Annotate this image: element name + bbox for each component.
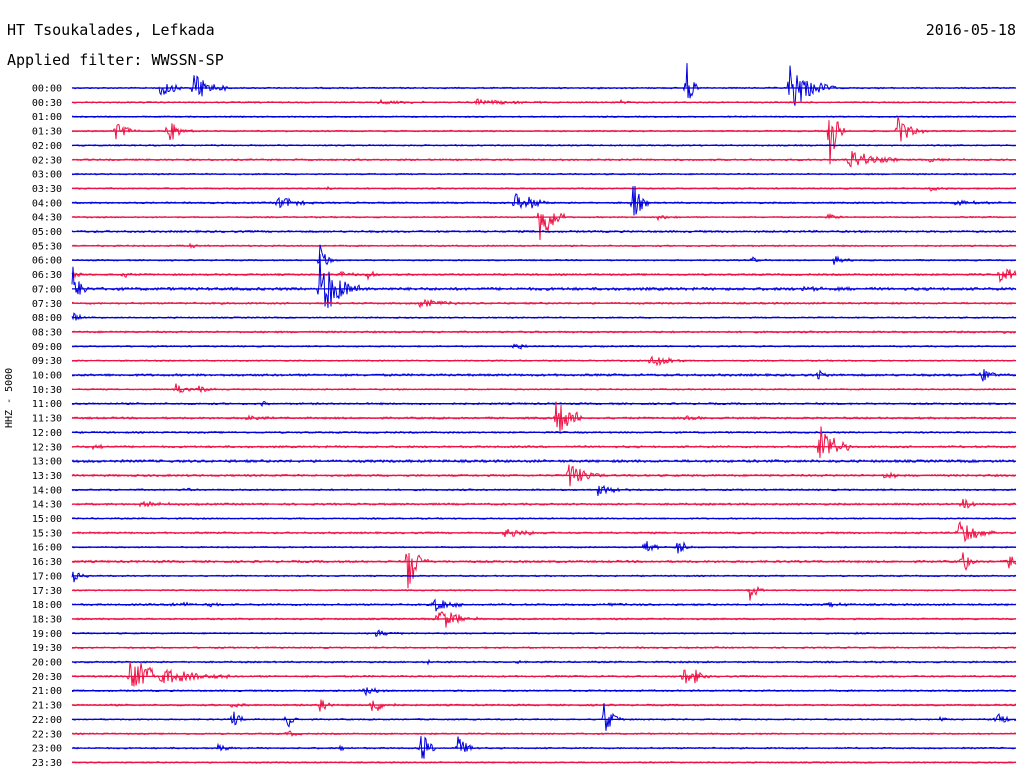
time-tick-label: 10:00 xyxy=(32,371,62,382)
time-tick-label: 21:00 xyxy=(32,686,62,697)
time-tick-label: 23:30 xyxy=(32,758,62,769)
time-tick-label: 10:30 xyxy=(32,385,62,396)
trace-0600 xyxy=(71,244,1017,266)
time-tick-label: 23:00 xyxy=(32,744,62,755)
time-tick-label: 20:00 xyxy=(32,658,62,669)
time-tick-label: 05:00 xyxy=(32,227,62,238)
trace-2030 xyxy=(71,661,1017,687)
trace-0000 xyxy=(71,63,1017,106)
time-tick-label: 01:30 xyxy=(32,127,62,138)
trace-1400 xyxy=(71,484,1017,496)
trace-1130 xyxy=(71,401,1017,433)
trace-1830 xyxy=(71,611,1017,628)
trace-1700 xyxy=(71,571,1017,583)
date-label: 2016-05-18 xyxy=(925,21,1016,39)
trace-1030 xyxy=(71,383,1017,394)
time-tick-label: 16:30 xyxy=(32,557,62,568)
time-tick-label: 05:30 xyxy=(32,241,62,252)
time-tick-label: 03:00 xyxy=(32,170,62,181)
time-tick-label: 00:30 xyxy=(32,98,62,109)
time-tick-label: 00:00 xyxy=(32,84,62,95)
time-tick-label: 06:00 xyxy=(32,256,62,267)
trace-1730 xyxy=(71,585,1017,601)
time-tick-label: 13:00 xyxy=(32,457,62,468)
trace-0800 xyxy=(71,312,1017,321)
time-tick-label: 02:30 xyxy=(32,155,62,166)
time-tick-label: 12:30 xyxy=(32,442,62,453)
trace-2200 xyxy=(71,703,1017,731)
time-tick-label: 21:30 xyxy=(32,701,62,712)
time-tick-label: 22:30 xyxy=(32,729,62,740)
trace-1230 xyxy=(71,426,1017,459)
time-tick-label: 15:30 xyxy=(32,528,62,539)
trace-1800 xyxy=(72,598,1017,612)
trace-0630 xyxy=(71,268,1017,284)
trace-0030 xyxy=(71,98,1017,106)
time-tick-label: 17:30 xyxy=(32,586,62,597)
time-tick-label: 18:30 xyxy=(32,614,62,625)
time-tick-label: 02:00 xyxy=(32,141,62,152)
trace-0230 xyxy=(71,151,1017,168)
time-tick-label: 07:00 xyxy=(32,284,62,295)
time-tick-label: 09:00 xyxy=(32,342,62,353)
time-tick-label: 07:30 xyxy=(32,299,62,310)
filter-label: Applied filter: WWSSN-SP xyxy=(7,51,224,69)
time-tick-label: 16:00 xyxy=(32,543,62,554)
time-tick-label: 22:00 xyxy=(32,715,62,726)
time-tick-label: 12:00 xyxy=(32,428,62,439)
station-title: HT Tsoukalades, Lefkada xyxy=(7,21,215,39)
trace-0700 xyxy=(71,254,1017,308)
time-tick-label: 18:00 xyxy=(32,600,62,611)
time-tick-label: 08:30 xyxy=(32,327,62,338)
trace-1630 xyxy=(71,552,1017,589)
time-tick-label: 13:30 xyxy=(32,471,62,482)
time-tick-label: 04:00 xyxy=(32,198,62,209)
time-tick-labels: 00:00 00:30 01:00 01:30 02:00 02:30 03:00 03:30… xyxy=(32,84,62,769)
time-tick-label: 06:30 xyxy=(32,270,62,281)
channel-label: HHZ - 5000 xyxy=(4,367,15,428)
time-tick-label: 01:00 xyxy=(32,112,62,123)
trace-group xyxy=(71,63,1017,764)
time-tick-label: 15:00 xyxy=(32,514,62,525)
trace-0400 xyxy=(71,185,1017,216)
time-tick-label: 14:00 xyxy=(32,485,62,496)
trace-1530 xyxy=(71,520,1017,543)
trace-0130 xyxy=(71,116,1017,165)
time-tick-label: 11:30 xyxy=(32,414,62,425)
time-tick-label: 11:00 xyxy=(32,399,62,410)
time-tick-label: 19:00 xyxy=(32,629,62,640)
trace-1430 xyxy=(71,498,1017,509)
time-tick-label: 19:30 xyxy=(32,643,62,654)
time-tick-label: 20:30 xyxy=(32,672,62,683)
time-tick-label: 14:30 xyxy=(32,500,62,511)
time-tick-label: 04:30 xyxy=(32,213,62,224)
time-tick-label: 17:00 xyxy=(32,571,62,582)
time-tick-label: 03:30 xyxy=(32,184,62,195)
time-tick-label: 08:00 xyxy=(32,313,62,324)
time-tick-label: 09:30 xyxy=(32,356,62,367)
